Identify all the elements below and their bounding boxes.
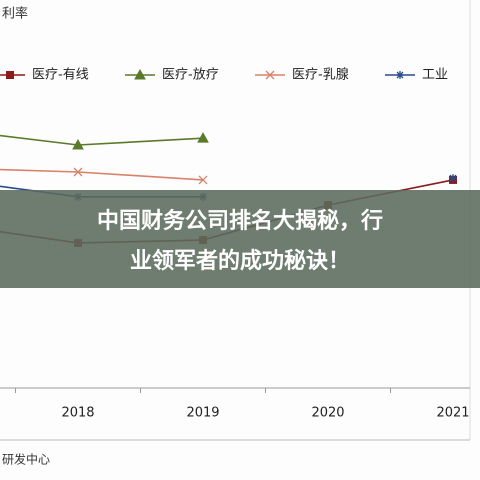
marker [72, 138, 84, 150]
marker [396, 71, 404, 79]
source: 研发中心 [2, 452, 50, 467]
banner-line: 业领军者的成功秘诀！ [130, 248, 350, 274]
legend-label: 医疗-乳腺 [292, 68, 349, 83]
marker [449, 174, 457, 183]
banner-line: 中国财务公司排名大揭秘，行 [97, 208, 383, 234]
marker [73, 167, 83, 177]
marker [197, 132, 209, 143]
marker [134, 68, 146, 80]
x-tick-label: 2021 [436, 406, 469, 421]
legend-label: 医疗-放疗 [162, 68, 219, 83]
chart-title: 利率 [2, 6, 28, 22]
legend-label: 工业 [422, 68, 448, 83]
marker [198, 175, 208, 185]
banner [0, 190, 480, 288]
legend: 医疗-有线 医疗-放疗 医疗-乳腺 工业 [0, 68, 448, 83]
marker [265, 70, 275, 80]
legend-label: 医疗-有线 [32, 68, 89, 83]
x-tick-label: 2019 [186, 406, 219, 421]
x-tick-label: 2020 [311, 406, 344, 421]
x-tick-label: 2018 [61, 406, 94, 421]
marker [6, 71, 14, 79]
